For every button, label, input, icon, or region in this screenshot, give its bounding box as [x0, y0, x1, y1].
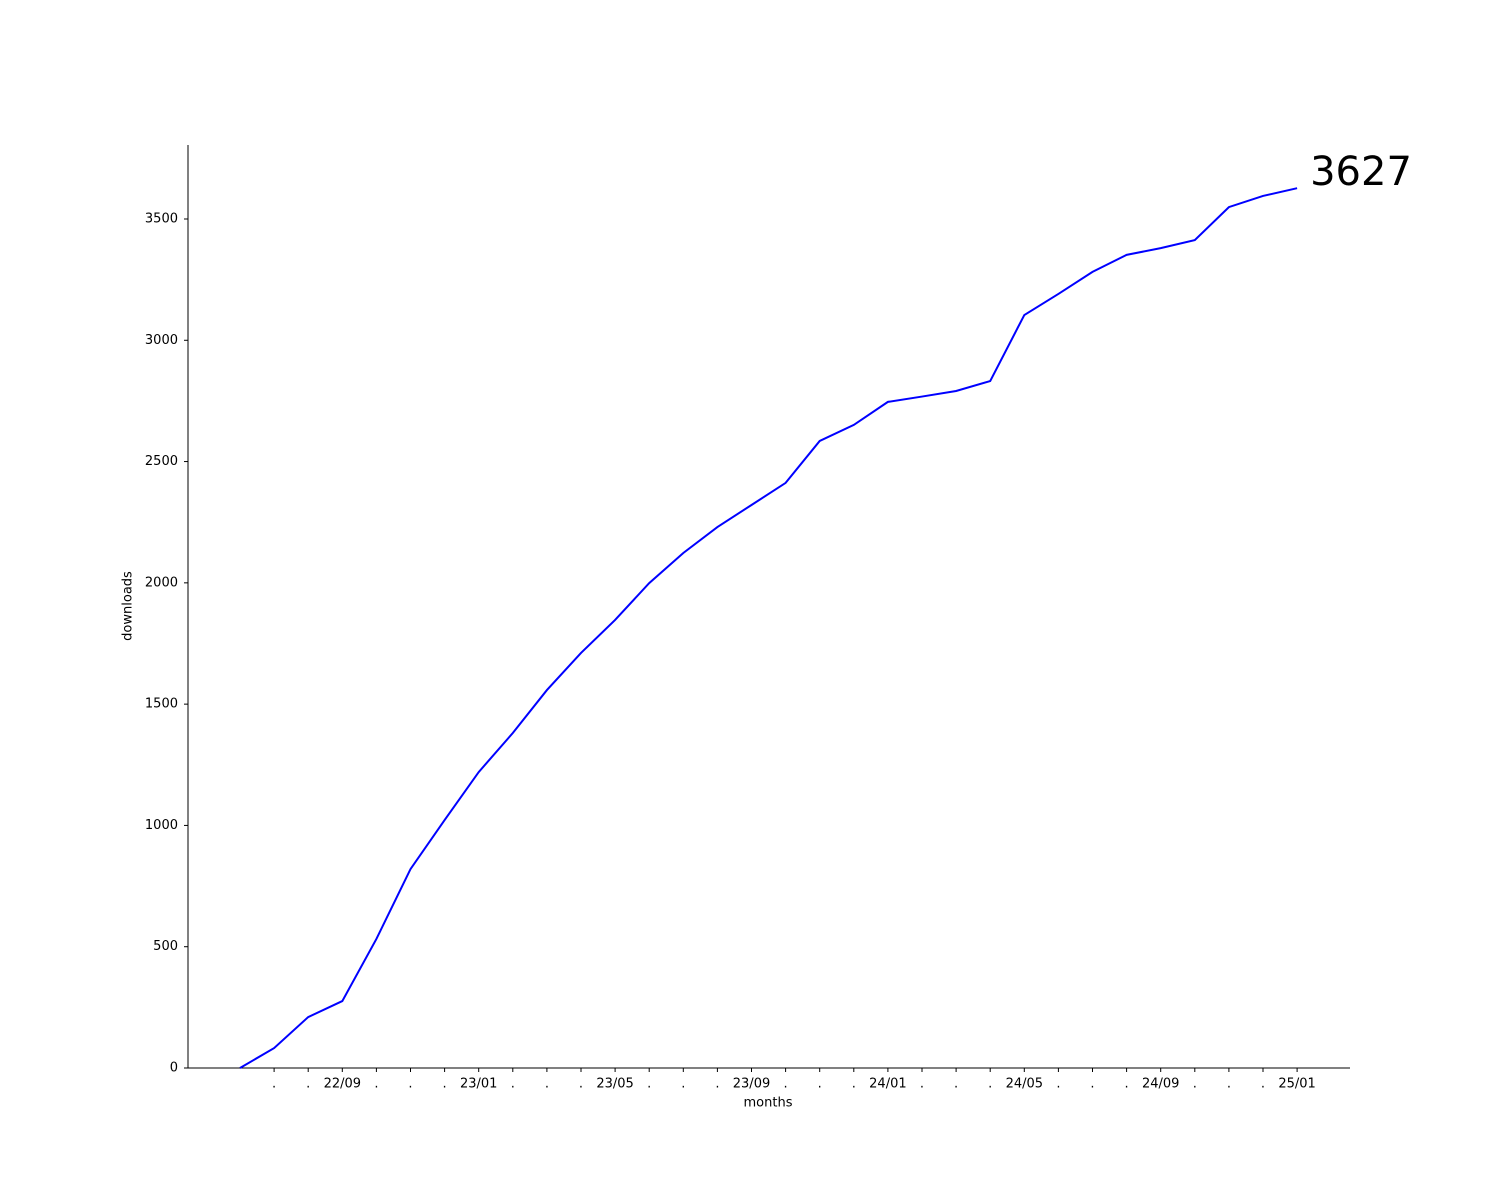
end-value-label: 3627: [1310, 149, 1412, 195]
x-tick-label: .: [1056, 1077, 1060, 1092]
x-tick-label: .: [1125, 1077, 1129, 1092]
x-tick-label: .: [443, 1077, 447, 1092]
y-tick-label: 1000: [145, 818, 178, 833]
line-series: [239, 187, 1298, 1069]
x-tick-label: .: [1227, 1077, 1231, 1092]
x-tick-label: .: [1090, 1077, 1094, 1092]
y-tick-label: 2500: [145, 454, 178, 469]
x-tick-label: .: [920, 1077, 924, 1092]
x-tick-label: 24/09: [1142, 1077, 1179, 1092]
y-tick-label: 2000: [145, 575, 178, 590]
x-tick-label: 23/05: [596, 1077, 633, 1092]
x-tick-label: .: [408, 1077, 412, 1092]
x-tick-label: .: [647, 1077, 651, 1092]
x-tick-label: .: [306, 1077, 310, 1092]
x-tick-label: 24/01: [869, 1077, 906, 1092]
x-tick-label: 23/09: [733, 1077, 770, 1092]
x-tick-label: .: [852, 1077, 856, 1092]
x-tick-label: .: [954, 1077, 958, 1092]
y-tick-label: 1500: [145, 697, 178, 712]
y-tick-label: 3000: [145, 333, 178, 348]
x-tick-label: .: [1193, 1077, 1197, 1092]
x-tick-label: .: [784, 1077, 788, 1092]
x-tick-label: .: [374, 1077, 378, 1092]
x-tick-label: .: [545, 1077, 549, 1092]
y-tick-label: 3500: [145, 211, 178, 226]
x-tick-label: .: [988, 1077, 992, 1092]
x-tick-label: .: [818, 1077, 822, 1092]
x-tick-label: 23/01: [460, 1077, 497, 1092]
y-tick-label: 500: [153, 939, 178, 954]
x-tick-label: .: [681, 1077, 685, 1092]
x-tick-label: .: [511, 1077, 515, 1092]
x-tick-label: .: [1261, 1077, 1265, 1092]
x-tick-label: .: [272, 1077, 276, 1092]
x-axis-label: months: [744, 1096, 793, 1111]
x-tick-label: 25/01: [1278, 1077, 1315, 1092]
x-tick-label: .: [579, 1077, 583, 1092]
y-axis-label: downloads: [121, 571, 136, 641]
x-tick-label: 22/09: [324, 1077, 361, 1092]
y-tick-label: 0: [170, 1061, 178, 1076]
x-tick-label: 24/05: [1006, 1077, 1043, 1092]
x-tick-label: .: [715, 1077, 719, 1092]
